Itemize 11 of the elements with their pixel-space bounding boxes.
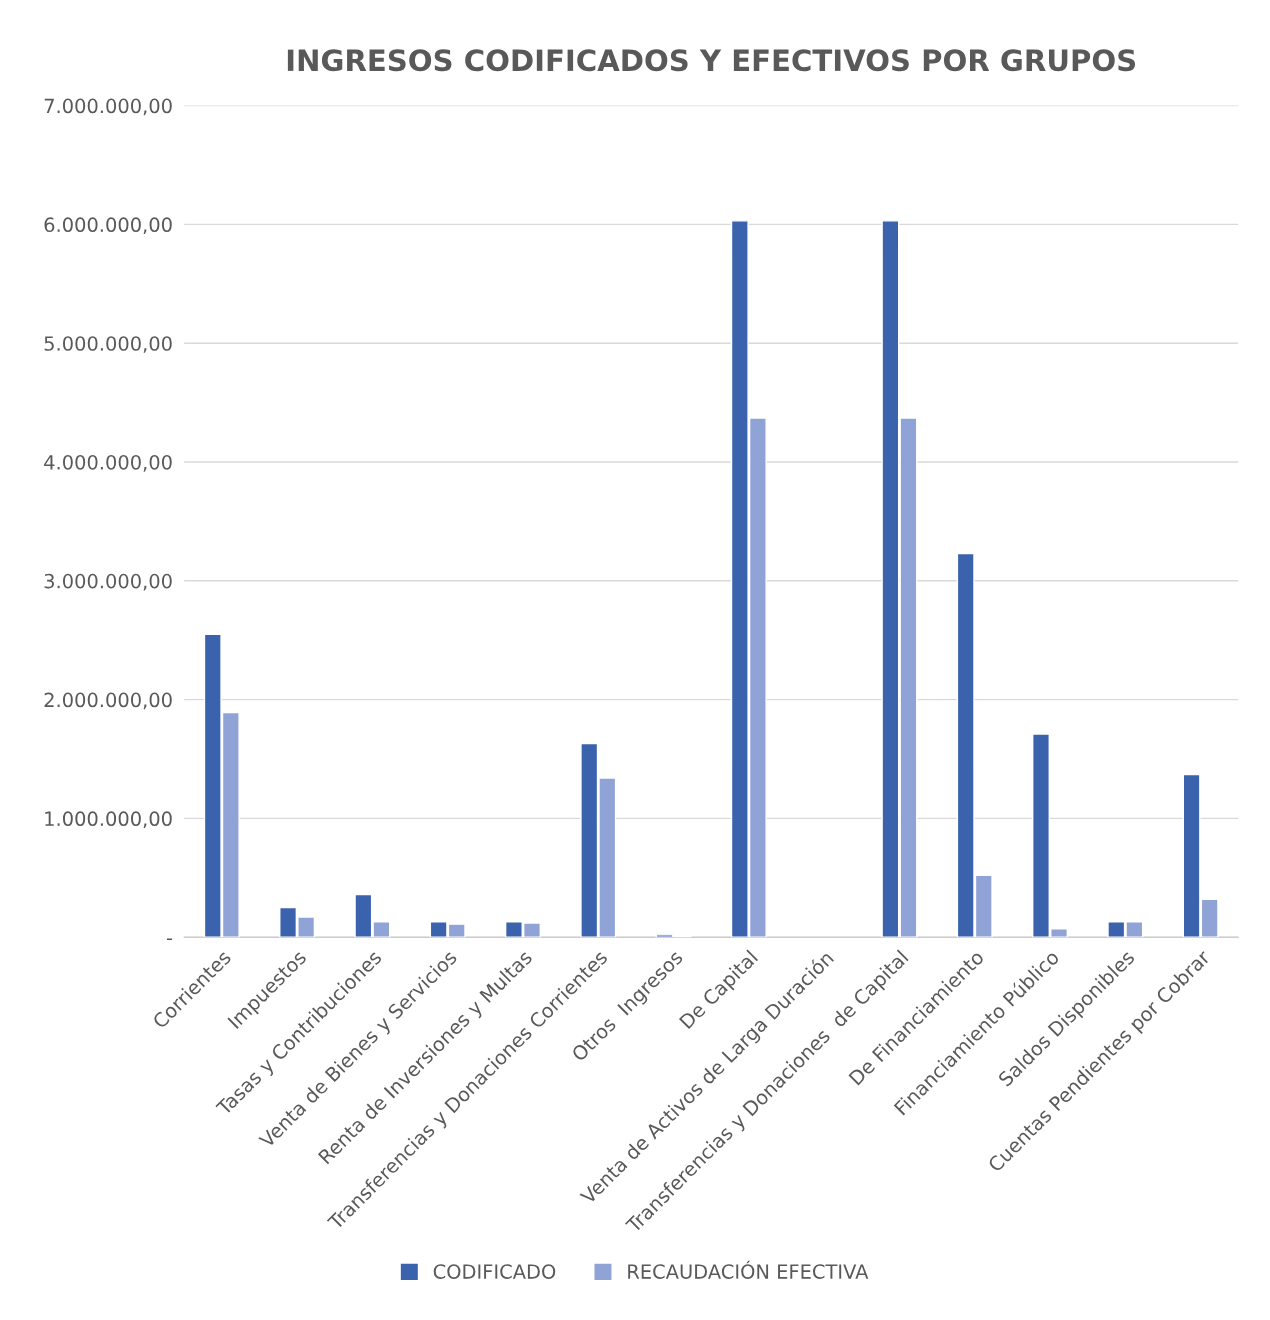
y-tick-label: - [166, 938, 173, 941]
y-tick-label: 4.000.000,00 [44, 454, 172, 472]
y-tick-label: 1.000.000,00 [45, 811, 172, 829]
y-tick-label: 6.000.000,00 [44, 217, 172, 235]
y-tick-label: 7.000.000,00 [44, 98, 172, 116]
y-tick-label: 5.000.000,00 [44, 336, 172, 353]
y-tick-label: 2.000.000,00 [44, 692, 172, 710]
chart-title: INGRESOS CODIFICADOS Y EFECTIVOS POR GRUPOS [287, 49, 1136, 72]
legend-label: RECAUDACIÓN EFECTIVA [628, 1260, 869, 1279]
legend-label: CODIFICADO [433, 1264, 556, 1279]
y-tick-label: 3.000.000,00 [44, 573, 172, 591]
